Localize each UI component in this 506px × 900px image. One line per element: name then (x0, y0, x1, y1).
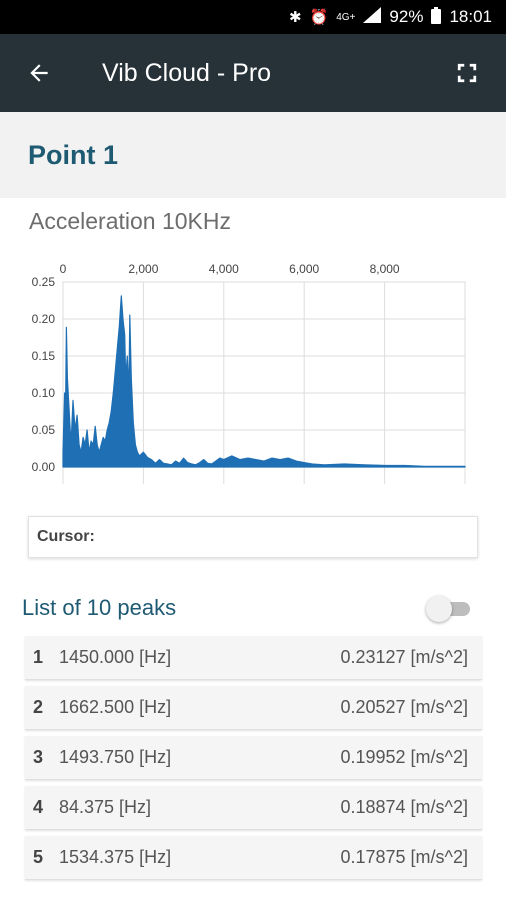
x-tick-label: 8,000 (370, 262, 400, 276)
network-type: 4G+ (336, 11, 356, 23)
peak-amplitude: 0.20527 [m/s^2] (340, 697, 468, 717)
peak-frequency: 1450.000 [Hz] (59, 647, 172, 667)
peaks-toggle[interactable] (426, 594, 472, 622)
battery-icon (431, 6, 442, 28)
peaks-title: List of 10 peaks (22, 595, 177, 620)
y-tick-label: 0.05 (32, 423, 56, 437)
signal-icon (363, 7, 382, 27)
y-tick-label: 0.15 (32, 349, 56, 363)
peak-frequency: 1662.500 [Hz] (59, 697, 172, 717)
peak-list: 1 1450.000 [Hz] 0.23127 [m/s^2] 2 1662.5… (25, 636, 482, 886)
point-header: Point 1 (0, 112, 506, 198)
spectrum-series (62, 295, 466, 468)
peak-index: 5 (33, 847, 44, 867)
status-bar: ✱ ⏰ 4G+ 92% 18:01 (0, 0, 506, 34)
peak-row[interactable]: 5 1534.375 [Hz] 0.17875 [m/s^2] (25, 836, 482, 880)
alarm-icon: ⏰ (309, 9, 329, 26)
toggle-thumb (426, 596, 452, 622)
peak-index: 4 (33, 797, 44, 817)
status-time: 18:01 (449, 7, 492, 26)
cursor-label: Cursor: (37, 528, 95, 545)
point-title: Point 1 (28, 139, 119, 170)
spectrum-chart[interactable]: 0.25 0.20 0.15 0.10 0.05 0.00 0 2,000 4,000 6,000… (0, 252, 506, 492)
x-tick-label: 6,000 (289, 262, 319, 276)
y-tick-label: 0.00 (32, 460, 56, 474)
x-tick-label: 2,000 (128, 262, 158, 276)
x-tick-label: 4,000 (209, 262, 239, 276)
peak-index: 3 (33, 747, 44, 767)
battery-percent: 92% (389, 7, 424, 26)
peak-frequency: 1534.375 [Hz] (59, 847, 172, 867)
cursor-readout: Cursor: (28, 516, 478, 558)
peak-row[interactable]: 1 1450.000 [Hz] 0.23127 [m/s^2] (25, 636, 482, 680)
y-tick-label: 0.10 (32, 386, 56, 400)
back-button[interactable] (0, 34, 78, 112)
bluetooth-icon: ✱ (288, 9, 302, 26)
peak-amplitude: 0.19952 [m/s^2] (340, 747, 468, 767)
peak-amplitude: 0.18874 [m/s^2] (340, 797, 468, 817)
fullscreen-button[interactable] (428, 34, 506, 112)
y-tick-label: 0.20 (32, 312, 56, 326)
peak-index: 1 (33, 647, 44, 667)
x-tick-label: 0 (60, 262, 67, 276)
fullscreen-icon (457, 63, 477, 83)
peak-index: 2 (33, 697, 44, 717)
y-tick-label: 0.25 (32, 275, 56, 289)
peak-frequency: 1493.750 [Hz] (59, 747, 172, 767)
peak-frequency: 84.375 [Hz] (59, 797, 152, 817)
app-title: Vib Cloud - Pro (102, 58, 272, 87)
peak-row[interactable]: 4 84.375 [Hz] 0.18874 [m/s^2] (25, 786, 482, 830)
peak-row[interactable]: 3 1493.750 [Hz] 0.19952 [m/s^2] (25, 736, 482, 780)
peaks-header: List of 10 peaks (22, 592, 472, 624)
app-bar: Vib Cloud - Pro (0, 34, 506, 112)
chart-title: Acceleration 10KHz (29, 208, 231, 234)
peak-amplitude: 0.17875 [m/s^2] (340, 847, 468, 867)
peak-row[interactable]: 2 1662.500 [Hz] 0.20527 [m/s^2] (25, 686, 482, 730)
back-arrow-icon (30, 64, 48, 82)
peak-amplitude: 0.23127 [m/s^2] (340, 647, 468, 667)
